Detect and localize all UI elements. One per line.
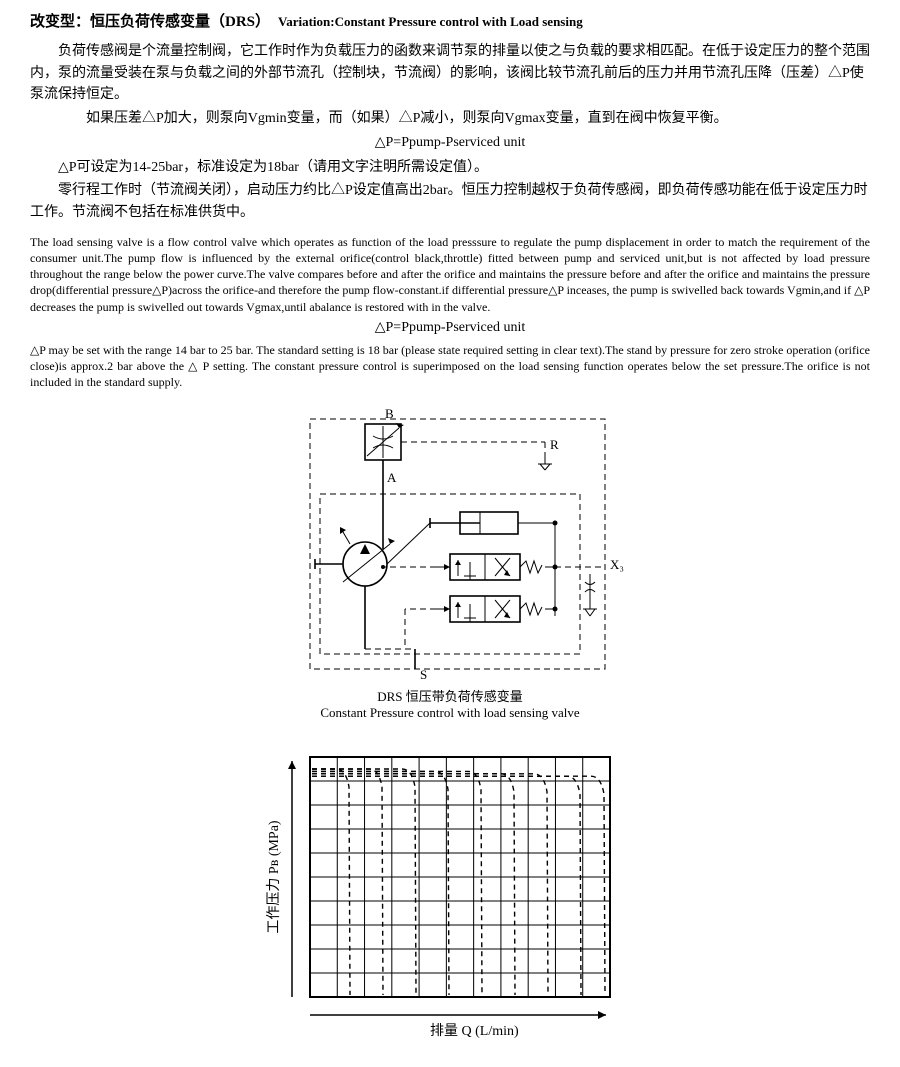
title-cn: 改变型：恒压负荷传感变量（DRS）	[30, 14, 270, 30]
svg-text:X₃: X₃	[610, 557, 624, 572]
cn-para-3: △P可设定为14-25bar，标准设定为18bar（请用文字注明所需设定值）。	[30, 157, 870, 179]
cn-para-2: 如果压差△P加大，则泵向Vgmin变量，而（如果）△P减小，则泵向Vgmax变量…	[30, 108, 870, 130]
svg-text:工作压力 Pв (MPa): 工作压力 Pв (MPa)	[266, 820, 282, 934]
title-en: Variation:Constant Pressure control with…	[278, 14, 583, 29]
performance-chart: 工作压力 Pв (MPa) 排量 Q (L/min)	[30, 737, 870, 1047]
svg-text:排量 Q (L/min): 排量 Q (L/min)	[430, 1023, 519, 1039]
schematic-caption-en: Constant Pressure control with load sens…	[30, 705, 870, 721]
en-para-2: △P may be set with the range 14 bar to 2…	[30, 342, 870, 391]
section-title: 改变型：恒压负荷传感变量（DRS） Variation:Constant Pre…	[30, 10, 870, 31]
cn-equation: △P=Ppump-Pserviced unit	[30, 134, 870, 151]
svg-text:A: A	[387, 470, 397, 485]
cn-para-1: 负荷传感阀是个流量控制阀，它工作时作为负载压力的函数来调节泵的排量以使之与负载的…	[30, 41, 870, 106]
cn-para-4: 零行程工作时（节流阀关闭），启动压力约比△P设定值高出2bar。恒压力控制越权于…	[30, 180, 870, 223]
en-equation: △P=Ppump-Pserviced unit	[30, 319, 870, 336]
schematic-caption-cn: DRS 恒压带负荷传感变量	[30, 686, 870, 705]
svg-text:S: S	[420, 667, 427, 682]
svg-text:B: B	[385, 406, 394, 421]
svg-text:R: R	[550, 437, 559, 452]
schematic-diagram: B A R X₃ S DRS 恒压带负荷传感变量 Constant Pressure c…	[30, 404, 870, 721]
en-para-1: The load sensing valve is a flow control…	[30, 234, 870, 315]
